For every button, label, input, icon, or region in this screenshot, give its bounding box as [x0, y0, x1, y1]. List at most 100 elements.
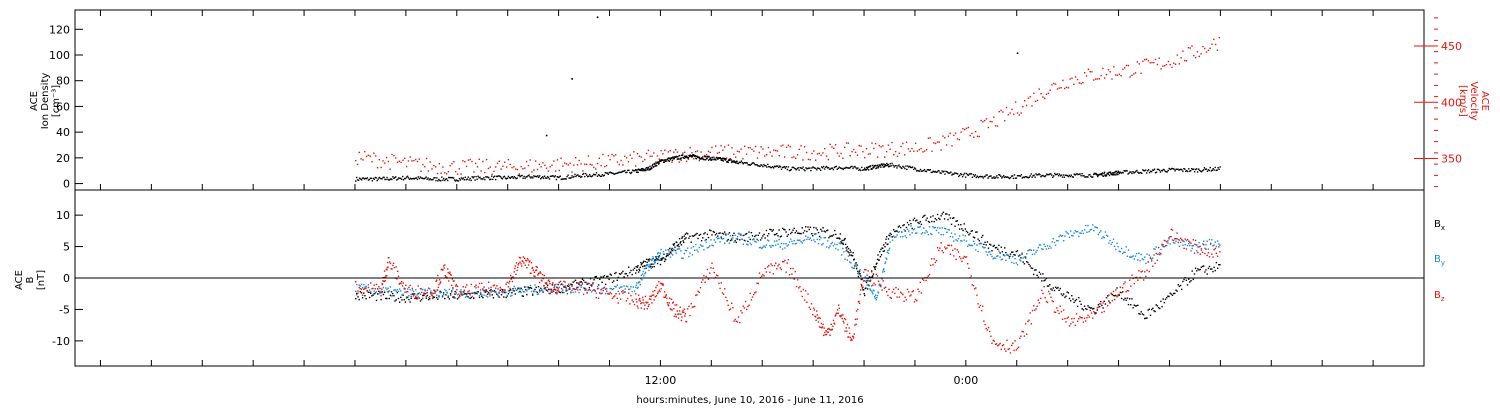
b-bx-point [622, 270, 624, 272]
velocity-point [1184, 59, 1186, 62]
b-bx-point [906, 221, 909, 224]
b-by-point [778, 238, 780, 241]
b-bz-point [504, 289, 506, 291]
b-bz-point [635, 293, 637, 295]
b-by-point [875, 294, 877, 296]
b-bz-point [442, 265, 445, 267]
b-bz-point [669, 297, 671, 299]
b-by-point [742, 243, 744, 245]
b-by-point [751, 238, 754, 241]
b-by-point [517, 287, 519, 289]
b-by-point [843, 251, 845, 253]
density-point [1071, 176, 1073, 178]
density-point [531, 176, 533, 178]
b-bx-point [942, 211, 945, 213]
b-by-point [1045, 248, 1048, 250]
density-point [1106, 173, 1108, 175]
density-point [796, 168, 798, 170]
b-bz-point [1101, 311, 1103, 314]
b-bx-point [990, 244, 992, 246]
density-point [884, 164, 886, 166]
b-by-point [473, 292, 475, 294]
b-bz-point [673, 307, 675, 310]
density-point [424, 177, 426, 179]
velocity-point [771, 155, 773, 157]
b-bz-point [889, 296, 891, 299]
velocity-point [484, 171, 486, 174]
b-by-point [717, 238, 719, 240]
velocity-point [1202, 45, 1204, 48]
b-by-point [882, 271, 884, 273]
velocity-point [944, 137, 946, 139]
density-point [377, 178, 379, 180]
b-by-point [912, 228, 914, 231]
b-bx-point [1142, 314, 1145, 316]
b-bz-point [486, 290, 489, 293]
b-by-point [1103, 237, 1105, 239]
density-point [711, 156, 714, 159]
b-by-point [404, 288, 407, 290]
b-by-point [566, 289, 569, 292]
b-bz-point [522, 260, 524, 263]
b-by-point [709, 245, 711, 247]
b-bx-point [883, 244, 885, 246]
b-bx-point [759, 239, 762, 241]
b-bx-point [1201, 265, 1204, 268]
b-bz-point [510, 274, 512, 277]
density-point [613, 173, 615, 175]
velocity-point [635, 165, 637, 167]
b-bz-point [445, 276, 448, 278]
x-tick-label: 0:00 [953, 374, 978, 387]
density-point [720, 158, 722, 160]
top-panel-frame [74, 9, 1425, 191]
b-by-point [579, 284, 581, 287]
b-bz-point [936, 247, 939, 249]
b-bz-point [641, 296, 644, 299]
b-bz-point [475, 284, 477, 286]
density-point [1141, 172, 1143, 174]
b-by-point [1011, 261, 1013, 264]
b-bz-point [1074, 324, 1076, 327]
density-point [458, 177, 461, 180]
velocity-point [618, 163, 620, 166]
density-point [1117, 170, 1119, 172]
b-bx-point [469, 297, 471, 300]
density-point [1084, 176, 1086, 178]
b-bz-point [736, 321, 739, 323]
b-bx-point [1196, 270, 1198, 272]
density-point [1124, 170, 1126, 172]
density-point [755, 164, 757, 166]
b-bx-point [776, 232, 778, 235]
velocity-point [407, 160, 410, 162]
b-bz-point [840, 314, 843, 316]
b-bx-point [565, 290, 567, 292]
b-by-point [1118, 250, 1120, 252]
b-bz-point [931, 258, 933, 260]
b-by-point [999, 256, 1001, 258]
velocity-point [731, 147, 733, 149]
velocity-point [945, 144, 948, 146]
b-bz-point [418, 297, 420, 299]
b-by-point [941, 227, 943, 229]
b-by-point [705, 241, 707, 244]
b-by-point [588, 282, 591, 285]
b-bz-point [857, 308, 859, 311]
b-by-point [1057, 240, 1059, 242]
b-bz-point [657, 291, 659, 293]
density-point [1059, 175, 1062, 177]
b-by-point [677, 248, 680, 250]
density-point [987, 177, 989, 179]
density-point [793, 167, 795, 169]
b-by-point [788, 241, 791, 243]
density-point [655, 162, 657, 165]
b-by-point [734, 234, 736, 237]
density-point [476, 178, 478, 180]
b-bx-point [1207, 267, 1210, 270]
b-bz-point [846, 323, 849, 326]
density-point [988, 175, 990, 178]
b-bz-point [597, 297, 600, 299]
density-point [546, 175, 549, 178]
density-point [907, 165, 909, 167]
b-bz-point [938, 249, 940, 252]
b-by-point [613, 288, 615, 290]
